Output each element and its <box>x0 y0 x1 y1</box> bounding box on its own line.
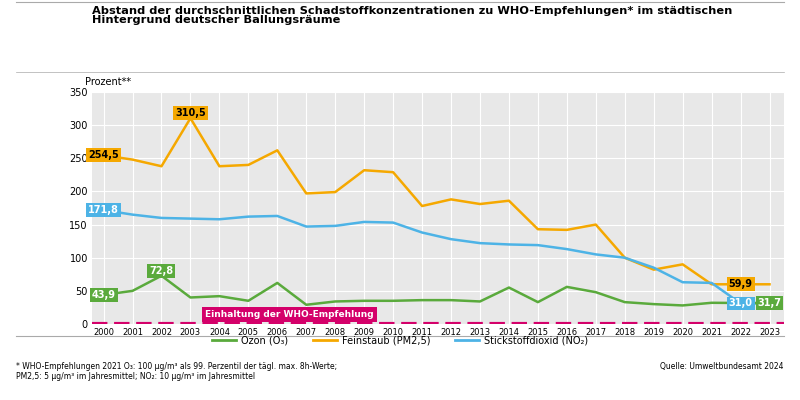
Text: 72,8: 72,8 <box>150 266 174 276</box>
Text: PM2,5: 5 μg/m³ im Jahresmittel; NO₂: 10 μg/m³ im Jahresmittel: PM2,5: 5 μg/m³ im Jahresmittel; NO₂: 10 … <box>16 372 255 381</box>
Text: 254,5: 254,5 <box>88 150 119 160</box>
Text: 31,0: 31,0 <box>729 298 753 308</box>
Text: 171,8: 171,8 <box>88 205 119 215</box>
Text: 43,9: 43,9 <box>91 290 115 300</box>
Text: 310,5: 310,5 <box>175 108 206 118</box>
Text: 59,9: 59,9 <box>729 279 753 289</box>
Text: 31,7: 31,7 <box>758 298 782 308</box>
Text: Quelle: Umweltbundesamt 2024: Quelle: Umweltbundesamt 2024 <box>661 362 784 371</box>
Text: * WHO-Empfehlungen 2021 O₃: 100 μg/m³ als 99. Perzentil der tägl. max. 8h-Werte;: * WHO-Empfehlungen 2021 O₃: 100 μg/m³ al… <box>16 362 337 371</box>
Text: Abstand der durchschnittlichen Schadstoffkonzentrationen zu WHO-Empfehlungen* im: Abstand der durchschnittlichen Schadstof… <box>92 6 732 16</box>
Text: Hintergrund deutscher Ballungsräume: Hintergrund deutscher Ballungsräume <box>92 15 340 25</box>
Text: Prozent**: Prozent** <box>85 77 131 87</box>
Legend: Ozon (O₃), Feinstaub (PM2,5), Stickstoffdioxid (NO₂): Ozon (O₃), Feinstaub (PM2,5), Stickstoff… <box>208 331 592 349</box>
Text: Einhaltung der WHO-Empfehlung: Einhaltung der WHO-Empfehlung <box>205 310 374 319</box>
